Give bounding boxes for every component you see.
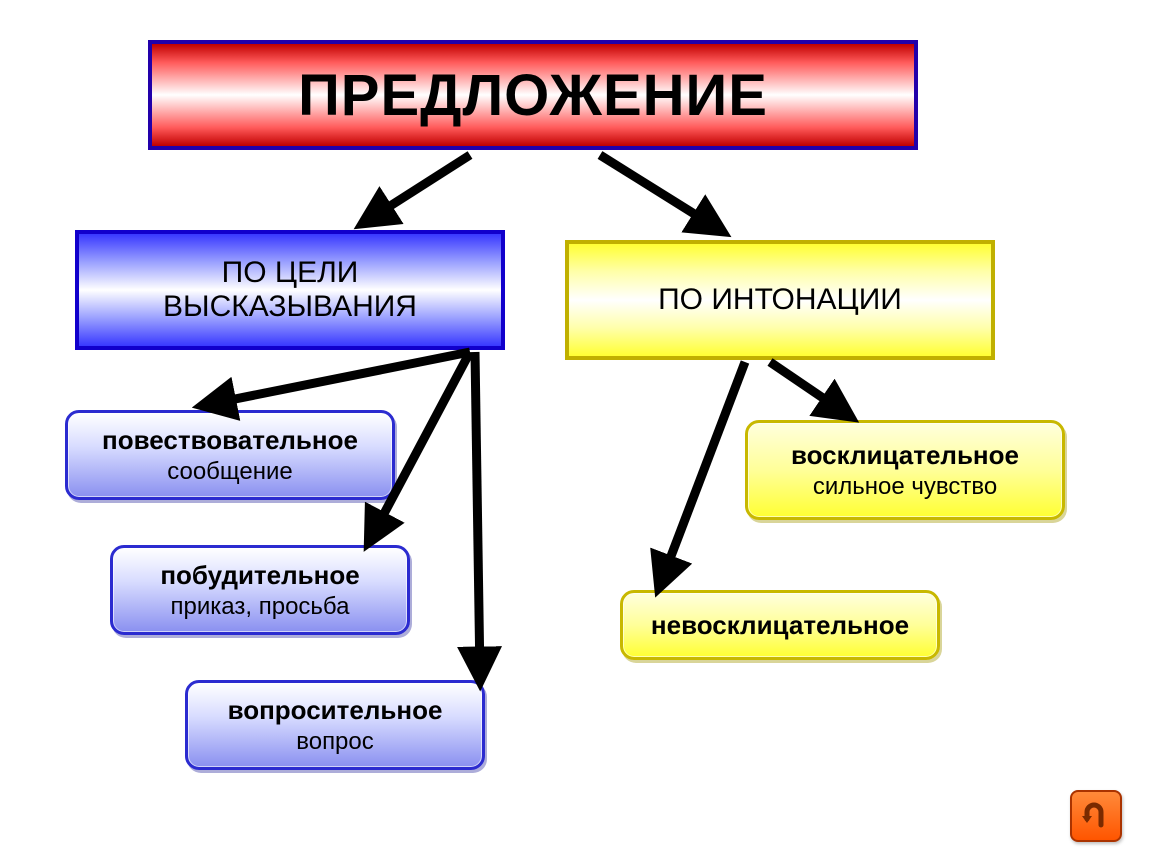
node-nonexclamatory: невосклицательное (620, 590, 940, 660)
node-exclamatory: восклицательное сильное чувство (745, 420, 1065, 520)
category-purpose-line2: ВЫСКАЗЫВАНИЯ (163, 290, 417, 324)
category-intonation: ПО ИНТОНАЦИИ (565, 240, 995, 360)
node-nonexclamatory-bold: невосклицательное (651, 610, 909, 641)
u-turn-icon (1079, 799, 1113, 833)
category-purpose-line1: ПО ЦЕЛИ (222, 256, 359, 290)
node-declarative-bold: повествовательное (102, 425, 358, 456)
node-declarative: повествовательное сообщение (65, 410, 395, 500)
title-box: ПРЕДЛОЖЕНИЕ (148, 40, 918, 150)
node-interrogative-sub: вопрос (296, 728, 374, 756)
back-button[interactable] (1070, 790, 1122, 842)
node-exclamatory-sub: сильное чувство (813, 473, 997, 501)
node-imperative-bold: побудительное (160, 560, 359, 591)
node-interrogative: вопросительное вопрос (185, 680, 485, 770)
node-imperative: побудительное приказ, просьба (110, 545, 410, 635)
node-declarative-sub: сообщение (167, 458, 293, 486)
category-purpose: ПО ЦЕЛИ ВЫСКАЗЫВАНИЯ (75, 230, 505, 350)
node-imperative-sub: приказ, просьба (171, 593, 350, 621)
title-text: ПРЕДЛОЖЕНИЕ (298, 62, 768, 129)
node-exclamatory-bold: восклицательное (791, 440, 1019, 471)
category-intonation-line1: ПО ИНТОНАЦИИ (658, 283, 902, 317)
node-interrogative-bold: вопросительное (228, 695, 443, 726)
